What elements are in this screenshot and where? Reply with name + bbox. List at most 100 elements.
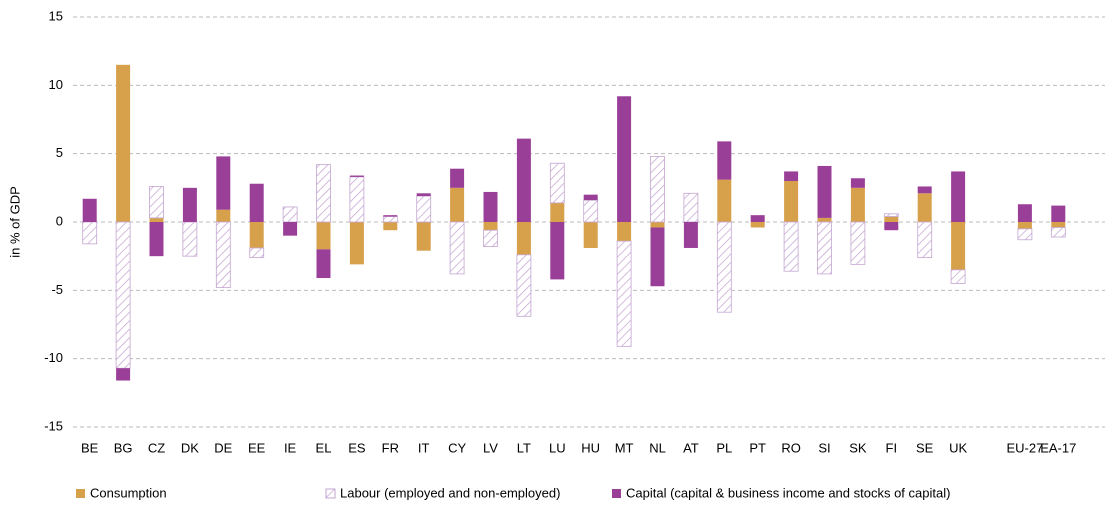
bar-segment [917, 193, 932, 222]
bar-segment [716, 221, 732, 313]
bar-segment [483, 229, 498, 247]
bar-segment [383, 215, 398, 217]
bar-segment [483, 222, 498, 231]
bar-segment [1051, 222, 1066, 228]
bar-segment [349, 175, 364, 177]
bar-segment [283, 222, 298, 236]
bar-segment [817, 221, 832, 275]
x-tick-label: DK [181, 440, 199, 455]
bar-segment [817, 217, 832, 222]
bar-segment [717, 179, 732, 222]
x-tick-label: FI [886, 440, 898, 455]
bar-segment [316, 222, 331, 250]
x-tick-label: RO [781, 440, 801, 455]
x-tick-label: BG [114, 440, 133, 455]
bar-segment [115, 221, 131, 369]
bar-segment [149, 186, 164, 219]
x-tick-label: EA-17 [1040, 440, 1076, 455]
legend-label: Consumption [90, 485, 167, 500]
bar-segment [650, 222, 665, 228]
bar-segment [282, 206, 298, 223]
bar-segment [850, 178, 865, 188]
x-tick-label: ES [348, 440, 366, 455]
bar-segment [349, 222, 364, 265]
bar-segment [550, 202, 565, 222]
bar-segment [917, 186, 932, 194]
bar-segment [382, 216, 398, 223]
bar-segment [950, 269, 966, 284]
x-tick-label: CY [448, 440, 466, 455]
x-tick-label: MT [615, 440, 634, 455]
bar-segment [82, 198, 97, 222]
y-tick-label: -5 [51, 282, 63, 297]
x-tick-label: SK [849, 440, 867, 455]
bar-segment [416, 193, 431, 197]
legend-swatch [612, 489, 621, 498]
bar-segment [416, 195, 432, 223]
x-tick-label: NL [649, 440, 666, 455]
bar-segment [884, 222, 899, 231]
x-tick-label: DE [214, 440, 232, 455]
bar-segment [516, 254, 532, 317]
x-tick-label: BE [81, 440, 99, 455]
bar-segment [450, 168, 465, 188]
x-tick-label: LV [483, 440, 498, 455]
bar-segment [850, 221, 866, 265]
x-tick-label: IT [418, 440, 430, 455]
bar-segment [750, 222, 765, 228]
bar-segment [316, 249, 331, 279]
bar-segment [784, 171, 799, 181]
bar-segment [817, 165, 832, 218]
bar-segment [951, 222, 966, 270]
bar-segment [683, 192, 699, 223]
x-tick-label: CZ [148, 440, 165, 455]
bar-segment [349, 176, 365, 223]
y-tick-label: 15 [49, 8, 63, 23]
bar-segment [116, 64, 131, 222]
legend-label: Capital (capital & business income and s… [626, 485, 950, 500]
bar-segment [883, 213, 899, 217]
y-tick-label: -10 [44, 350, 63, 365]
bar-segment [549, 162, 565, 204]
bar-segment [784, 181, 799, 222]
bar-segment [215, 221, 231, 288]
bar-segment [249, 222, 264, 248]
bar-segment [249, 183, 264, 222]
bar-segment [951, 171, 966, 222]
bar-segment [1051, 205, 1066, 222]
bar-segment [650, 227, 665, 287]
bar-segment [884, 216, 899, 222]
y-tick-label: 5 [56, 145, 63, 160]
bar-segment [216, 209, 231, 222]
bar-segment [583, 199, 599, 223]
bar-segment [516, 138, 531, 222]
bar-segment [583, 194, 598, 201]
bar-segment [450, 187, 465, 222]
bar-segment [216, 156, 231, 210]
bar-segment [1017, 204, 1032, 222]
bar-segment [550, 222, 565, 280]
x-tick-label: SE [916, 440, 934, 455]
bar-segment [917, 221, 933, 258]
bar-segment [750, 215, 765, 222]
bar-segment [1017, 222, 1032, 229]
bar-segment [182, 187, 197, 222]
bar-segment [116, 368, 131, 381]
y-tick-label: -15 [44, 418, 63, 433]
x-tick-label: LT [517, 440, 531, 455]
bar-segment [583, 222, 598, 248]
bar-segment [783, 221, 799, 272]
legend-label: Labour (employed and non-employed) [340, 485, 560, 500]
bar-segment [416, 222, 431, 251]
bar-segment [383, 222, 398, 231]
bar-segment [650, 155, 665, 223]
x-tick-label: SI [818, 440, 830, 455]
bar-segment [717, 141, 732, 180]
bar-segment [449, 221, 465, 275]
bar-segment [82, 221, 98, 245]
bar-segment [1017, 228, 1033, 241]
y-tick-label: 10 [49, 77, 63, 92]
bar-segment [617, 96, 632, 222]
bar-segment [149, 222, 164, 257]
